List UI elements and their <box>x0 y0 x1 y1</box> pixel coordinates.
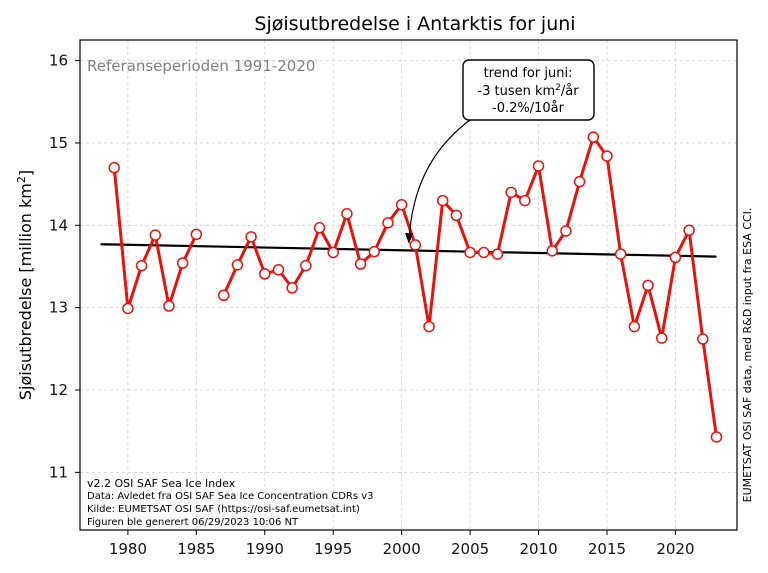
data-point <box>628 320 641 333</box>
grid <box>80 40 737 530</box>
data-point <box>382 217 394 229</box>
data-point <box>478 246 490 259</box>
data-point <box>519 194 531 207</box>
data-point <box>122 302 134 315</box>
annotation-line2-sup: 2 <box>555 83 561 93</box>
x-tick-label: 1995 <box>314 540 352 558</box>
y-axis-label-end: ] <box>16 170 35 176</box>
annotation-arrowhead <box>405 233 413 244</box>
data-point <box>354 258 367 270</box>
footer-data: Data: Avledet fra OSI SAF Sea Ice Concen… <box>87 491 374 502</box>
data-point <box>573 175 586 188</box>
data-point <box>217 289 230 302</box>
data-point <box>176 257 189 269</box>
data-point <box>272 264 285 276</box>
y-tick-label: 11 <box>49 463 68 481</box>
annotation-arrow <box>408 119 471 241</box>
annotation-line1: trend for juni: <box>484 66 573 81</box>
footer-source: Kilde: EUMETSAT OSI SAF (https://osi-saf… <box>87 504 360 515</box>
x-tick-label: 2015 <box>588 540 626 558</box>
x-tick-label: 2020 <box>656 540 694 558</box>
x-axis: 1980 1985 1990 1995 2000 2005 2010 2015 2020 <box>109 530 695 558</box>
data-point <box>601 150 613 162</box>
annotation-line3: -0.2%/10år <box>492 101 565 116</box>
data-point <box>341 208 353 220</box>
y-tick-label: 16 <box>49 52 68 70</box>
data-point <box>163 300 175 312</box>
data-point <box>259 268 271 280</box>
y-tick-label: 12 <box>49 381 68 399</box>
data-point <box>313 222 326 234</box>
data-point <box>669 251 682 264</box>
data-point <box>450 209 463 222</box>
data-point <box>587 131 600 143</box>
data-point <box>286 282 298 294</box>
data-point <box>655 332 668 344</box>
data-point <box>327 246 339 259</box>
data-point <box>149 229 162 241</box>
y-axis-label: Sjøisutbredelse [million km2] <box>15 170 35 400</box>
data-point <box>231 259 244 271</box>
data-point <box>409 239 422 251</box>
trend-line <box>100 243 717 258</box>
data-point <box>423 320 435 333</box>
y-axis: 11 12 13 14 15 16 <box>49 52 80 481</box>
x-tick-label: 2000 <box>383 540 421 558</box>
y-tick-label: 13 <box>49 299 68 317</box>
y-tick-label: 14 <box>49 216 68 234</box>
annotation-line2: -3 tusen km2/år <box>477 83 579 99</box>
y-axis-label-sup: 2 <box>15 176 28 183</box>
plot-frame <box>79 39 738 531</box>
data-point <box>642 279 654 292</box>
x-tick-label: 1990 <box>246 540 284 558</box>
x-tick-label: 1980 <box>109 540 147 558</box>
data-point <box>491 248 504 260</box>
chart-title: Sjøisutbredelse i Antarktis for juni <box>254 13 575 35</box>
y-tick-label: 15 <box>49 134 68 152</box>
data-point <box>190 228 203 241</box>
x-tick-label: 2005 <box>451 540 489 558</box>
data-point <box>300 259 312 272</box>
data-point <box>710 431 723 443</box>
footer-generated: Figuren ble generert 06/29/2023 10:06 NT <box>87 517 299 528</box>
annotation-line2-prefix: -3 tusen km <box>477 84 555 99</box>
data-point <box>697 333 709 345</box>
data-point <box>368 245 381 258</box>
data-point <box>614 248 627 260</box>
data-point <box>135 259 148 272</box>
annotation-box <box>462 59 595 121</box>
data-point <box>108 161 120 174</box>
data-point <box>560 225 572 237</box>
data-point <box>505 186 517 199</box>
data-point <box>546 245 558 257</box>
data-point <box>464 246 476 259</box>
data-point <box>436 194 449 207</box>
data-point <box>245 231 257 243</box>
data-point <box>683 224 695 236</box>
y-axis-label-main: Sjøisutbredelse [million km <box>16 183 35 400</box>
footer-version: v2.2 OSI SAF Sea Ice Index <box>87 477 236 490</box>
x-tick-label: 2010 <box>519 540 557 558</box>
reference-period-label: Referanseperioden 1991-2020 <box>87 57 315 75</box>
data-point <box>395 198 408 211</box>
data-point <box>532 160 545 172</box>
side-note: EUMETSAT OSI SAF data, med R&D input fra… <box>741 208 754 503</box>
annotation-line2-suffix: /år <box>561 84 579 99</box>
series-points <box>108 131 723 443</box>
x-tick-label: 1985 <box>177 540 215 558</box>
